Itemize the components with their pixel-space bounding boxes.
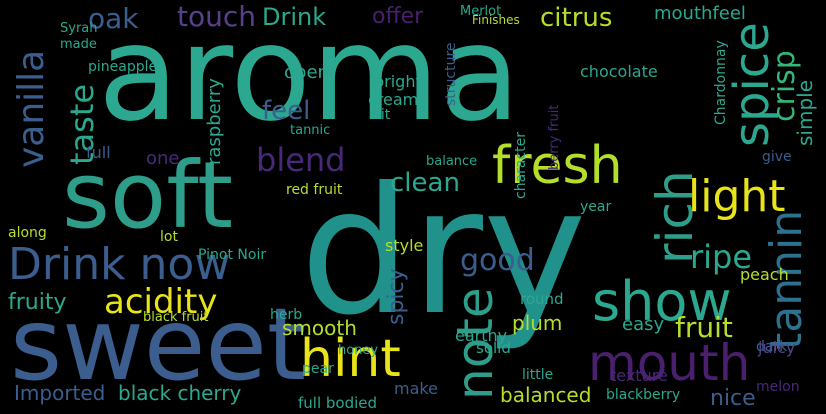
word: red fruit	[286, 182, 343, 198]
word: light	[688, 171, 786, 222]
word: peach	[740, 265, 789, 284]
word: Merlot	[460, 4, 502, 19]
word: structure	[443, 42, 459, 106]
word: creamy	[368, 90, 428, 109]
word: touch	[177, 0, 256, 33]
word: herb	[270, 307, 303, 323]
word: Syrah	[60, 21, 98, 36]
word: hint	[300, 329, 401, 389]
word: Finishes	[472, 13, 520, 27]
word: Imported	[14, 381, 106, 405]
word: style	[385, 236, 424, 255]
word: open	[284, 62, 329, 83]
word: made	[60, 37, 97, 52]
word: make	[394, 379, 438, 398]
word: Chardonnay	[713, 40, 729, 125]
word: citrus	[540, 3, 613, 33]
word: soft	[62, 142, 234, 249]
word: round	[520, 290, 564, 308]
word: bright	[374, 72, 422, 91]
word: fruit	[675, 311, 733, 344]
word: blend	[256, 141, 346, 179]
word: clean	[390, 168, 460, 198]
word: juicy	[758, 338, 796, 357]
word: aroma	[98, 0, 521, 151]
word: dry	[300, 151, 587, 354]
word: offer	[372, 4, 424, 29]
word: vanilla	[11, 49, 52, 168]
word: good	[460, 243, 535, 278]
word: black cherry	[118, 381, 242, 405]
word: Drink	[262, 3, 327, 31]
word: balance	[426, 154, 478, 169]
word: berry fruit	[547, 104, 562, 170]
word: lot	[160, 229, 178, 245]
word: black fruit	[143, 310, 209, 325]
word: oak	[88, 2, 139, 35]
word: mouth	[588, 334, 751, 392]
word: raspberry	[204, 78, 225, 165]
word: melon	[756, 379, 800, 395]
word: balanced	[500, 383, 592, 407]
word: give	[762, 149, 792, 165]
word: chocolate	[580, 62, 658, 81]
word: pineapple	[88, 59, 158, 75]
word: acidity	[104, 282, 218, 322]
word: Pinot Noir	[198, 247, 267, 263]
word: pear	[302, 361, 334, 377]
word: earthy	[455, 326, 508, 345]
word: mouthfeel	[654, 3, 746, 24]
word: feel	[262, 96, 311, 126]
word: texture	[610, 366, 668, 385]
word: smooth	[282, 316, 357, 340]
word: one	[146, 148, 180, 169]
word: year	[580, 199, 612, 215]
word: ripe	[690, 238, 753, 276]
word: little	[522, 367, 554, 383]
word: simple	[793, 79, 817, 146]
word: tannic	[290, 123, 331, 138]
word: spicy	[384, 268, 409, 325]
word: honey	[338, 343, 379, 358]
word: dark	[756, 339, 788, 355]
word: sweet	[10, 286, 307, 403]
word: character	[513, 131, 529, 199]
word: Drink now	[8, 239, 231, 290]
word: full	[86, 143, 111, 162]
word: easy	[622, 314, 665, 335]
word: plum	[512, 311, 563, 335]
word: nice	[710, 386, 756, 411]
word: full bodied	[298, 394, 378, 412]
word: fresh	[492, 136, 623, 196]
word: blackberry	[606, 387, 681, 403]
word: along	[8, 225, 47, 241]
word: fruity	[8, 290, 67, 315]
word: show	[592, 270, 732, 333]
word: solid	[476, 339, 511, 357]
word: bit	[372, 107, 391, 123]
